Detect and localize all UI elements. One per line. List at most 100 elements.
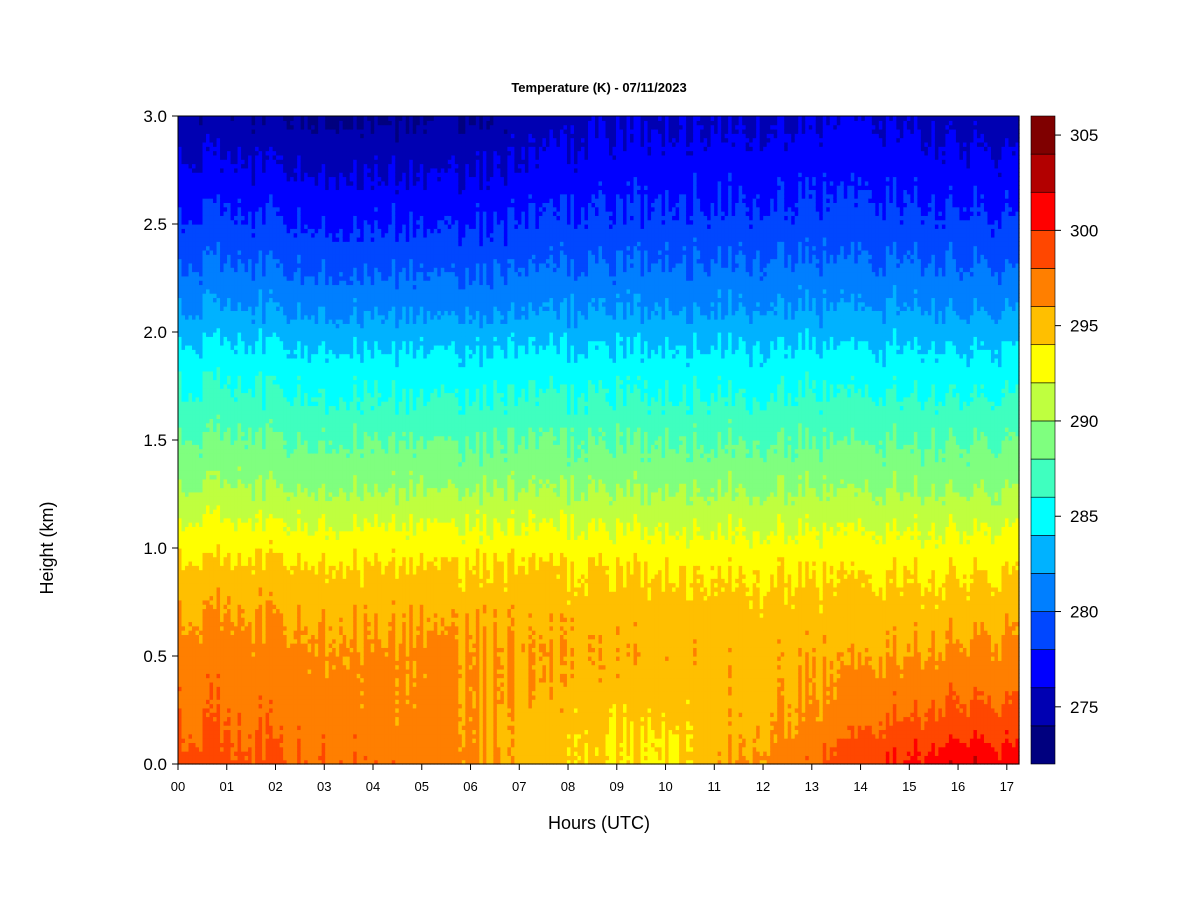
heatmap-cell — [231, 695, 235, 700]
heatmap-cell — [259, 116, 263, 121]
heatmap-cell — [210, 738, 214, 743]
heatmap-cell — [203, 116, 207, 121]
heatmap-cell — [196, 168, 200, 173]
heatmap-cell — [206, 604, 210, 609]
heatmap-cell — [231, 250, 235, 255]
heatmap-cell — [203, 444, 207, 449]
heatmap-cell — [185, 453, 189, 458]
heatmap-cell — [280, 436, 284, 441]
heatmap-cell — [252, 716, 256, 721]
heatmap-cell — [255, 509, 259, 514]
heatmap-cell — [185, 155, 189, 160]
heatmap-cell — [252, 207, 256, 212]
heatmap-cell — [245, 168, 249, 173]
heatmap-cell — [280, 328, 284, 333]
heatmap-cell — [276, 596, 280, 601]
heatmap-cell — [203, 621, 207, 626]
heatmap-cell — [280, 297, 284, 302]
heatmap-cell — [227, 479, 231, 484]
heatmap-cell — [266, 354, 270, 359]
heatmap-cell — [192, 375, 196, 380]
heatmap-cell — [199, 621, 203, 626]
heatmap-cell — [199, 557, 203, 562]
heatmap-cell — [241, 596, 245, 601]
heatmap-cell — [182, 561, 186, 566]
heatmap-cell — [273, 267, 277, 272]
heatmap-cell — [259, 120, 263, 125]
heatmap-cell — [189, 228, 193, 233]
heatmap-cell — [192, 678, 196, 683]
heatmap-cell — [248, 392, 252, 397]
heatmap-cell — [178, 306, 182, 311]
heatmap-cell — [182, 665, 186, 670]
heatmap-cell — [182, 133, 186, 138]
heatmap-cell — [220, 496, 224, 501]
heatmap-cell — [213, 263, 217, 268]
heatmap-cell — [196, 505, 200, 510]
heatmap-cell — [206, 656, 210, 661]
heatmap-cell — [273, 583, 277, 588]
heatmap-cell — [255, 336, 259, 341]
heatmap-cell — [213, 587, 217, 592]
heatmap-cell — [224, 570, 228, 575]
heatmap-cell — [273, 552, 277, 557]
heatmap-cell — [192, 289, 196, 294]
heatmap-cell — [252, 384, 256, 389]
heatmap-cell — [199, 116, 203, 121]
heatmap-cell — [266, 332, 270, 337]
heatmap-cell — [231, 315, 235, 320]
heatmap-cell — [283, 704, 287, 709]
heatmap-cell — [231, 380, 235, 385]
heatmap-cell — [213, 513, 217, 518]
heatmap-cell — [217, 686, 221, 691]
heatmap-cell — [206, 185, 210, 190]
heatmap-cell — [213, 297, 217, 302]
heatmap-cell — [182, 155, 186, 160]
heatmap-cell — [255, 418, 259, 423]
heatmap-cell — [245, 483, 249, 488]
heatmap-cell — [231, 656, 235, 661]
heatmap-cell — [276, 712, 280, 717]
heatmap-cell — [266, 250, 270, 255]
heatmap-cell — [248, 172, 252, 177]
heatmap-cell — [262, 198, 266, 203]
heatmap-cell — [248, 488, 252, 493]
heatmap-cell — [224, 522, 228, 527]
heatmap-cell — [210, 220, 214, 225]
heatmap-cell — [199, 328, 203, 333]
heatmap-cell — [199, 414, 203, 419]
heatmap-cell — [241, 315, 245, 320]
heatmap-cell — [199, 591, 203, 596]
heatmap-cell — [252, 319, 256, 324]
heatmap-cell — [262, 336, 266, 341]
heatmap-cell — [259, 626, 263, 631]
heatmap-cell — [210, 215, 214, 220]
heatmap-cell — [245, 626, 249, 631]
heatmap-cell — [213, 302, 217, 307]
heatmap-cell — [234, 185, 238, 190]
heatmap-cell — [262, 457, 266, 462]
heatmap-cell — [203, 427, 207, 432]
heatmap-cell — [255, 686, 259, 691]
heatmap-cell — [182, 272, 186, 277]
heatmap-cell — [252, 479, 256, 484]
heatmap-cell — [259, 729, 263, 734]
heatmap-cell — [266, 146, 270, 151]
heatmap-cell — [203, 643, 207, 648]
heatmap-cell — [273, 371, 277, 376]
heatmap-cell — [248, 401, 252, 406]
heatmap-cell — [231, 665, 235, 670]
heatmap-cell — [248, 323, 252, 328]
heatmap-cell — [213, 682, 217, 687]
heatmap-cell — [217, 617, 221, 622]
heatmap-cell — [203, 120, 207, 125]
heatmap-cell — [206, 388, 210, 393]
heatmap-cell — [182, 574, 186, 579]
heatmap-cell — [234, 246, 238, 251]
heatmap-cell — [210, 349, 214, 354]
heatmap-cell — [203, 233, 207, 238]
heatmap-cell — [217, 704, 221, 709]
heatmap-cell — [255, 306, 259, 311]
heatmap-cell — [217, 194, 221, 199]
heatmap-cell — [178, 673, 182, 678]
